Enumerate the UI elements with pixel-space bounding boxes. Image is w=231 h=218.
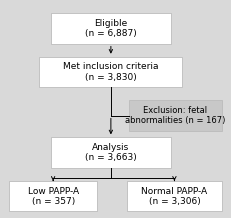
FancyBboxPatch shape	[39, 57, 182, 87]
Text: Low PAPP-A
(n = 357): Low PAPP-A (n = 357)	[27, 187, 79, 206]
FancyBboxPatch shape	[9, 181, 97, 211]
FancyBboxPatch shape	[51, 137, 171, 168]
Text: Exclusion: fetal
abnormalities (n = 167): Exclusion: fetal abnormalities (n = 167)	[125, 106, 226, 125]
Text: Normal PAPP-A
(n = 3,306): Normal PAPP-A (n = 3,306)	[141, 187, 207, 206]
Text: Met inclusion criteria
(n = 3,830): Met inclusion criteria (n = 3,830)	[63, 62, 159, 82]
Text: Eligible
(n = 6,887): Eligible (n = 6,887)	[85, 19, 137, 38]
Text: Analysis
(n = 3,663): Analysis (n = 3,663)	[85, 143, 137, 162]
FancyBboxPatch shape	[127, 181, 222, 211]
FancyBboxPatch shape	[129, 100, 222, 131]
FancyBboxPatch shape	[51, 13, 171, 44]
